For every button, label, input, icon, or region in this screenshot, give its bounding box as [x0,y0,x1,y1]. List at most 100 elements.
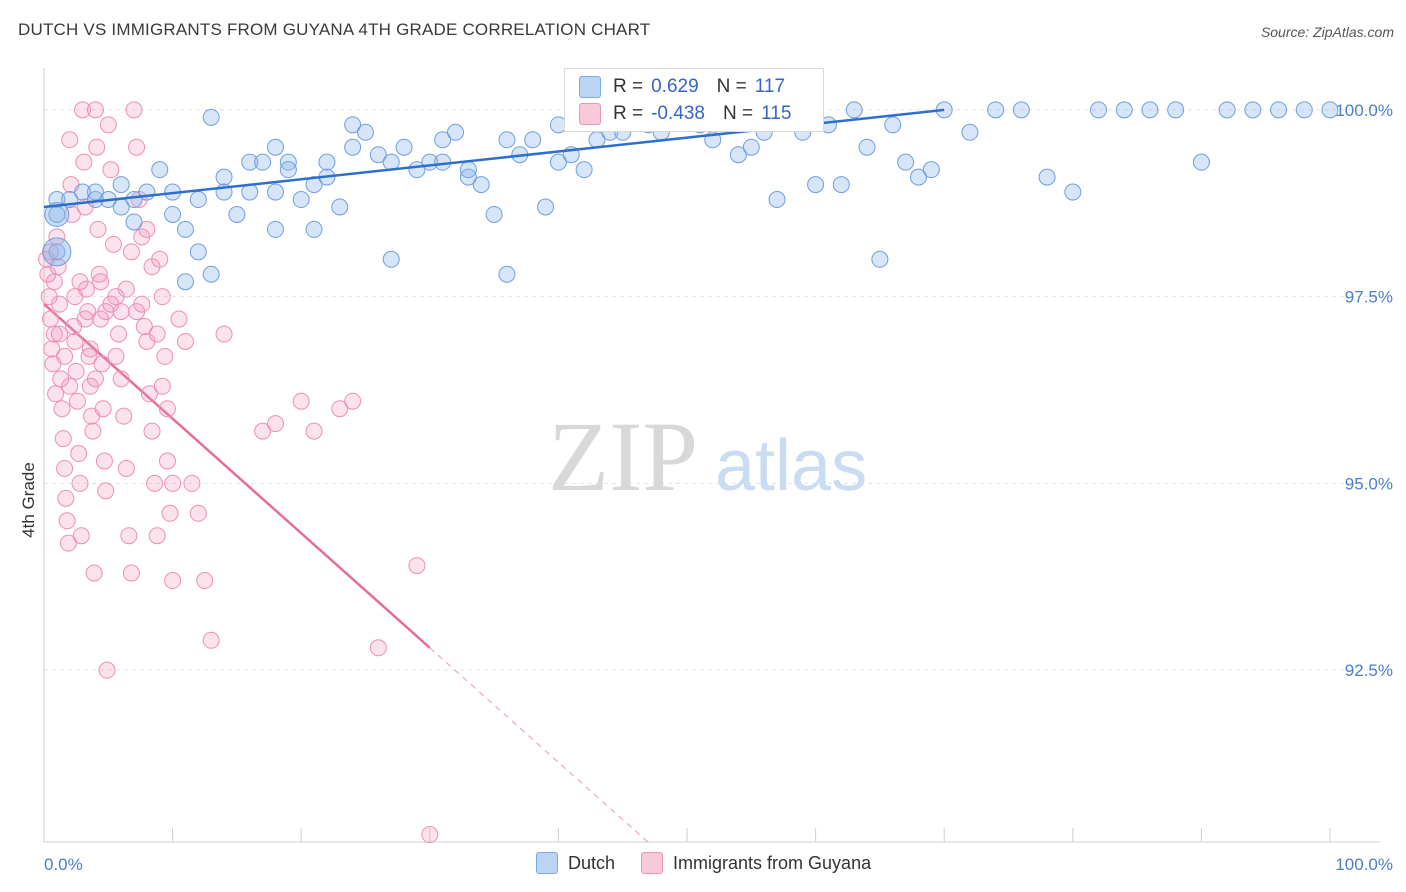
dutch-point [305,220,323,238]
dutch-point [266,183,284,201]
guyana-point [153,377,171,395]
guyana-point [153,288,171,306]
dutch-point [215,168,233,186]
guyana-point [47,385,65,403]
guyana-point [66,288,84,306]
dutch-point [575,161,593,179]
guyana-point [266,415,284,433]
legend-label-dutch: Dutch [568,852,616,873]
dutch-point [382,250,400,268]
guyana-point [140,385,158,403]
dutch-point [1064,183,1082,201]
guyana-point [68,392,86,410]
dutch-point [1270,101,1288,119]
guyana-point [84,422,102,440]
dutch-point [1244,101,1262,119]
guyana-point [89,220,107,238]
dutch-point [1115,101,1133,119]
tick-labels: 100.0% 97.5% 95.0% 92.5% 0.0% 100.0% [44,101,1393,874]
dutch-point [832,176,850,194]
legend-label-guyana: Immigrants from Guyana [673,852,872,873]
dutch-point [1038,168,1056,186]
guyana-point [305,422,323,440]
dutch-point [279,153,297,171]
dutch-point [729,146,747,164]
guyana-point [110,325,128,343]
guyana-point [54,430,72,448]
guyana-point [76,310,94,328]
dutch-point [344,138,362,156]
dutch-point [189,243,207,261]
dutch-point [871,250,889,268]
dutch-point [279,161,297,179]
y-tick-label: 97.5% [1345,288,1393,307]
y-tick-label: 92.5% [1345,661,1393,680]
dutch-point [537,198,555,216]
dutch-point [176,220,194,238]
dutch-legend-swatch [536,852,558,874]
r-value-dutch: 0.629 [651,76,699,97]
guyana-point [58,512,76,530]
dutch-point [845,101,863,119]
guyana-point [104,235,122,253]
dutch-point [1295,101,1313,119]
dutch-point [74,183,92,201]
series-guyana-points [38,101,439,844]
guyana-point [189,504,207,522]
dutch-point [897,153,915,171]
watermark-zip: ZIP [548,401,698,512]
n-value-guyana: 115 [761,103,792,124]
dutch-point [254,153,272,171]
dutch-point [1167,101,1185,119]
r-value-guyana: -0.438 [651,103,705,124]
dutch-point [202,108,220,126]
dutch-point [44,201,70,227]
guyana-point [170,310,188,328]
guyana-point [331,400,349,418]
guyana-point [45,273,63,291]
dutch-point [858,138,876,156]
guyana-point [156,347,174,365]
guyana-point [70,445,88,463]
dutch-point [961,123,979,141]
guyana-point [202,631,220,649]
guyana-point [122,243,140,261]
dutch-point [447,123,465,141]
y-tick-label: 95.0% [1345,474,1393,493]
guyana-point [138,220,156,238]
dutch-point [1012,101,1030,119]
guyana-point [117,280,135,298]
dutch-point [1218,101,1236,119]
dutch-point [1192,153,1210,171]
dutch-point [266,138,284,156]
guyana-point [97,482,115,500]
guyana-point [112,370,130,388]
guyana-point [344,392,362,410]
guyana-point [158,452,176,470]
guyana-legend-swatch [641,852,664,874]
chart-source: Source: ZipAtlas.com [1260,24,1394,40]
dutch-point [305,176,323,194]
y-tick-label: 100.0% [1335,101,1393,120]
guyana-point [183,474,201,492]
dutch-point [909,168,927,186]
guyana-point [56,347,74,365]
guyana-point [135,318,153,336]
dutch-point [768,191,786,209]
dutch-point [369,146,387,164]
guyana-point [122,564,140,582]
guyana-point [421,826,439,844]
dutch-point [42,237,72,267]
dutch-point [266,220,284,238]
dutch-point [498,265,516,283]
dutch-point [884,116,902,134]
dutch-point [1090,101,1108,119]
dutch-point [459,168,477,186]
guyana-point [50,295,68,313]
guyana-point [148,527,166,545]
series-legend: Dutch Immigrants from Guyana [536,852,897,874]
guyana-point [45,325,63,343]
chart-title: DUTCH VS IMMIGRANTS FROM GUYANA 4TH GRAD… [18,20,651,39]
guyana-point [72,527,90,545]
dutch-point [48,243,66,261]
